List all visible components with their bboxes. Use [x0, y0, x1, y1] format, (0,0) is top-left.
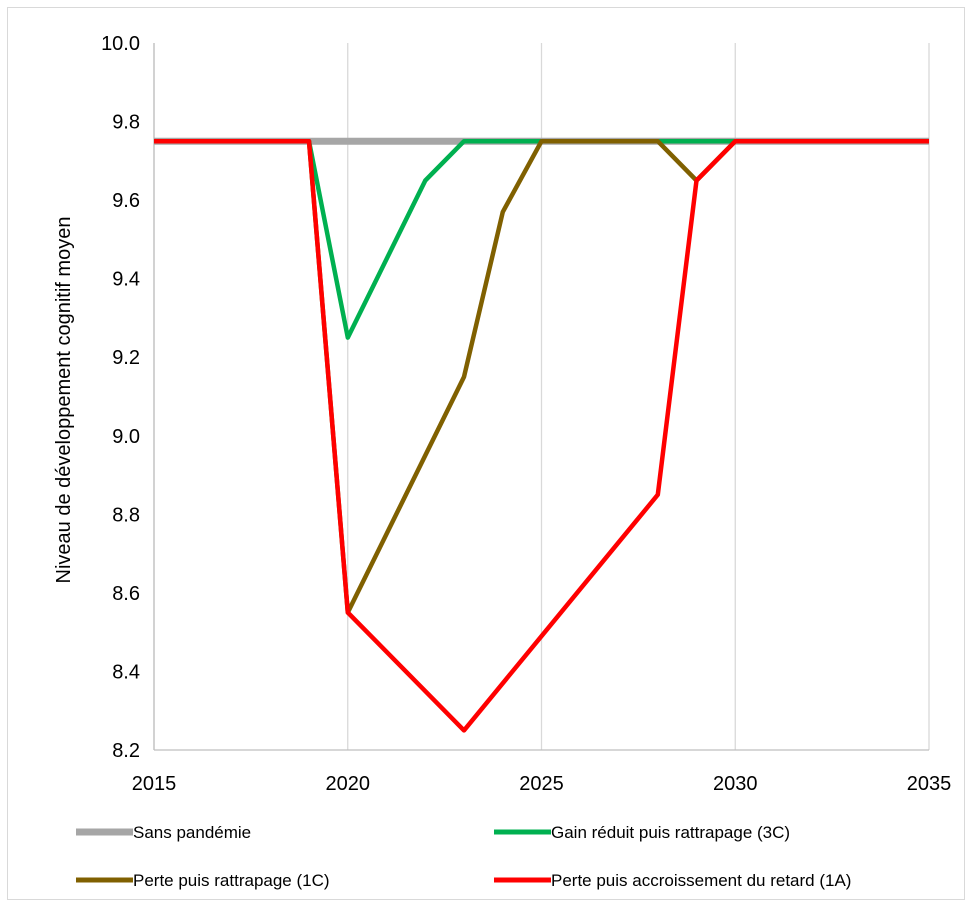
- y-tick-label: 9.8: [112, 112, 140, 134]
- y-tick-label: 9.4: [112, 269, 140, 291]
- y-tick-label: 8.8: [112, 504, 140, 526]
- y-tick-label: 8.6: [112, 583, 140, 605]
- series-line-3: [154, 138, 929, 733]
- y-tick-label: 9.6: [112, 190, 140, 212]
- legend-label-3: Perte puis accroissement du retard (1A): [551, 871, 851, 890]
- x-tick-label: 2035: [907, 773, 952, 795]
- legend: Sans pandémie Gain réduit puis rattrapage…: [76, 823, 851, 890]
- x-tick-label: 2020: [326, 773, 371, 795]
- y-tick-label: 9.0: [112, 426, 140, 448]
- x-tick-label: 2025: [519, 773, 564, 795]
- series-lines: [154, 137, 929, 733]
- y-tick-label: 8.4: [112, 661, 140, 683]
- y-tick-label: 10.0: [101, 33, 140, 55]
- y-tick-labels: 8.2 8.4 8.6 8.8 9.0 9.2 9.4 9.6 9.8 10.0: [101, 33, 140, 762]
- legend-label-0: Sans pandémie: [133, 823, 251, 842]
- chart-frame: [7, 7, 965, 900]
- x-tick-label: 2030: [713, 773, 758, 795]
- gridlines: [153, 43, 930, 750]
- legend-label-1: Gain réduit puis rattrapage (3C): [551, 823, 790, 842]
- y-tick-label: 8.2: [112, 740, 140, 762]
- axes: [153, 43, 929, 751]
- x-tick-labels: 2015 2020 2025 2030 2035: [132, 773, 952, 795]
- x-tick-label: 2015: [132, 773, 177, 795]
- y-axis-label: Niveau de développement cognitif moyen: [53, 217, 75, 584]
- legend-label-2: Perte puis rattrapage (1C): [133, 871, 330, 890]
- y-tick-label: 9.2: [112, 347, 140, 369]
